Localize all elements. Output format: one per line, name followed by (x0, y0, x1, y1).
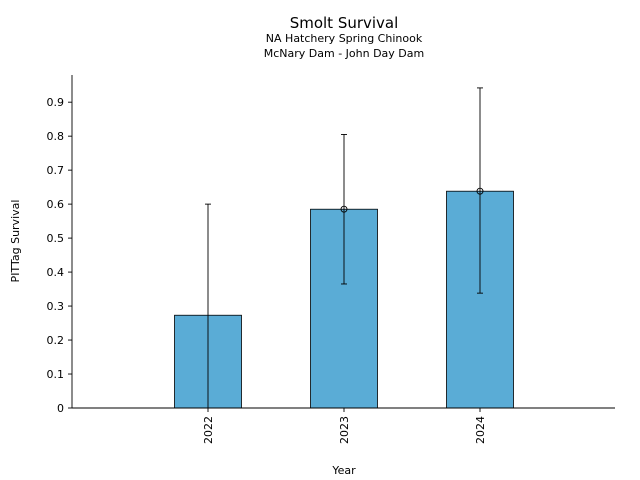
x-tick-label-2023: 2023 (338, 416, 351, 444)
x-tick-label-2024: 2024 (474, 416, 487, 444)
y-tick-label: 0.2 (47, 334, 65, 347)
y-tick-label: 0.3 (47, 300, 65, 313)
y-tick-label: 0.5 (47, 232, 65, 245)
x-tick-label-2022: 2022 (202, 416, 215, 444)
y-tick-label: 0.6 (47, 198, 65, 211)
y-tick-label: 0.9 (47, 96, 65, 109)
y-tick-label: 0 (57, 402, 64, 415)
chart-subtitle-line-1: NA Hatchery Spring Chinook (266, 32, 423, 45)
point-marker-2024 (476, 187, 484, 195)
y-tick-label: 0.7 (47, 164, 65, 177)
y-tick-label: 0.4 (47, 266, 65, 279)
chart-subtitle-line-2: McNary Dam - John Day Dam (264, 47, 424, 60)
y-axis-label: PITTag Survival (9, 200, 22, 283)
plot-area: 0 0.1 0.2 0.3 0.4 0.5 0.6 0.7 0.8 0.9 2022 2023 2024 (47, 75, 615, 444)
y-tick-label: 0.1 (47, 368, 65, 381)
chart-title: Smolt Survival (290, 14, 399, 32)
y-tick-label: 0.8 (47, 130, 65, 143)
x-axis-label: Year (331, 464, 356, 477)
point-marker-2023 (340, 205, 348, 213)
